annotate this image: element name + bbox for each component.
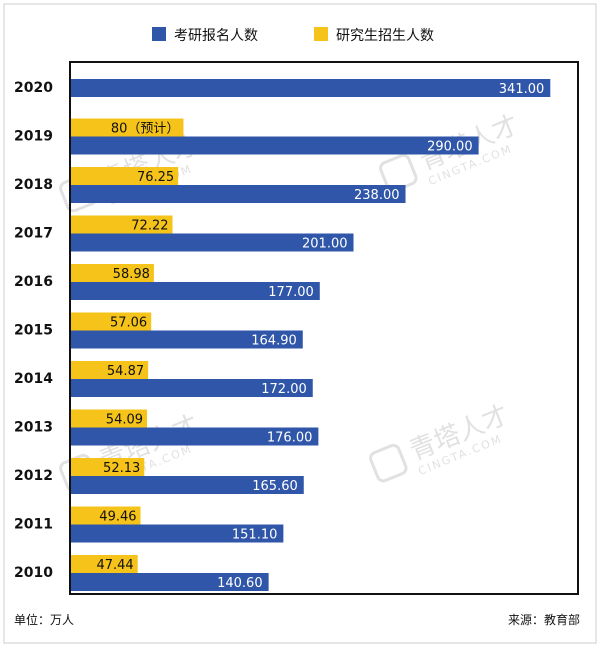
source-label: 来源：教育部: [508, 612, 580, 627]
bar-applicants: [71, 524, 284, 543]
unit-label: 单位：万人: [14, 612, 74, 627]
bar-applicants: [71, 79, 551, 97]
plot-border: [69, 61, 579, 595]
bar-enrollment: [71, 458, 145, 476]
bar-enrollment: [71, 312, 152, 331]
bar-applicants: [71, 427, 319, 446]
year-label: 2013: [14, 420, 53, 436]
legend-label-applicants: 考研报名人数: [174, 28, 258, 44]
bar-enrollment: [71, 506, 141, 525]
bar-label-applicants: 238.00: [354, 188, 400, 203]
bar-label-applicants: 177.00: [268, 285, 314, 300]
bar-label-applicants: 201.00: [302, 237, 348, 252]
legend-swatch-enrollment: [314, 27, 328, 41]
year-label: 2017: [14, 226, 53, 242]
bar-label-applicants: 172.00: [261, 382, 307, 397]
bar-enrollment: [71, 167, 179, 185]
bar-applicants: [71, 379, 313, 397]
bar-enrollment: [71, 409, 148, 428]
year-label: 2015: [14, 323, 53, 339]
bar-applicants: [71, 136, 479, 155]
bar-enrollment: [71, 118, 184, 137]
bar-label-enrollment: 54.09: [106, 413, 143, 428]
bar-label-enrollment: 47.44: [96, 558, 133, 573]
year-label: 2014: [14, 371, 53, 387]
bar-label-applicants: 151.10: [232, 528, 278, 543]
bar-label-enrollment: 52.13: [103, 461, 140, 476]
bar-label-applicants: 290.00: [427, 140, 473, 155]
legend-label-enrollment: 研究生招生人数: [336, 28, 434, 44]
year-label: 2011: [14, 517, 53, 533]
year-label: 2019: [14, 129, 53, 145]
legend-swatch-applicants: [152, 27, 166, 41]
bar-enrollment: [71, 555, 138, 573]
year-label: 2016: [14, 274, 53, 290]
bar-label-enrollment: 54.87: [107, 364, 144, 379]
bar-label-enrollment: 80（预计）: [111, 122, 180, 137]
bar-applicants: [71, 185, 406, 203]
year-label: 2010: [14, 565, 53, 581]
watermark-logo-icon: [369, 443, 408, 483]
bar-label-applicants: 164.90: [251, 334, 297, 349]
bar-label-applicants: 341.00: [499, 82, 545, 97]
bar-enrollment: [71, 361, 149, 379]
bar-applicants: [71, 282, 320, 300]
bar-applicants: [71, 573, 269, 591]
bar-applicants: [71, 476, 304, 494]
bar-label-applicants: 165.60: [252, 479, 298, 494]
bar-applicants: [71, 330, 303, 349]
bar-label-enrollment: 72.22: [131, 219, 168, 234]
bar-applicants: [71, 233, 354, 252]
bar-label-enrollment: 58.98: [113, 267, 150, 282]
bar-label-applicants: 176.00: [267, 431, 313, 446]
year-label: 2018: [14, 177, 53, 193]
bar-label-enrollment: 76.25: [137, 170, 174, 185]
bar-enrollment: [71, 215, 173, 234]
bar-enrollment: [71, 264, 154, 282]
bar-label-enrollment: 57.06: [110, 316, 147, 331]
year-label: 2020: [14, 80, 53, 96]
bar-label-applicants: 140.60: [217, 576, 263, 591]
bar-label-enrollment: 49.46: [99, 510, 136, 525]
bars-layer: 2020 341.00 2019 80（预计） 290.00 2018 76.25 238.0…: [14, 79, 551, 591]
year-label: 2012: [14, 468, 53, 484]
